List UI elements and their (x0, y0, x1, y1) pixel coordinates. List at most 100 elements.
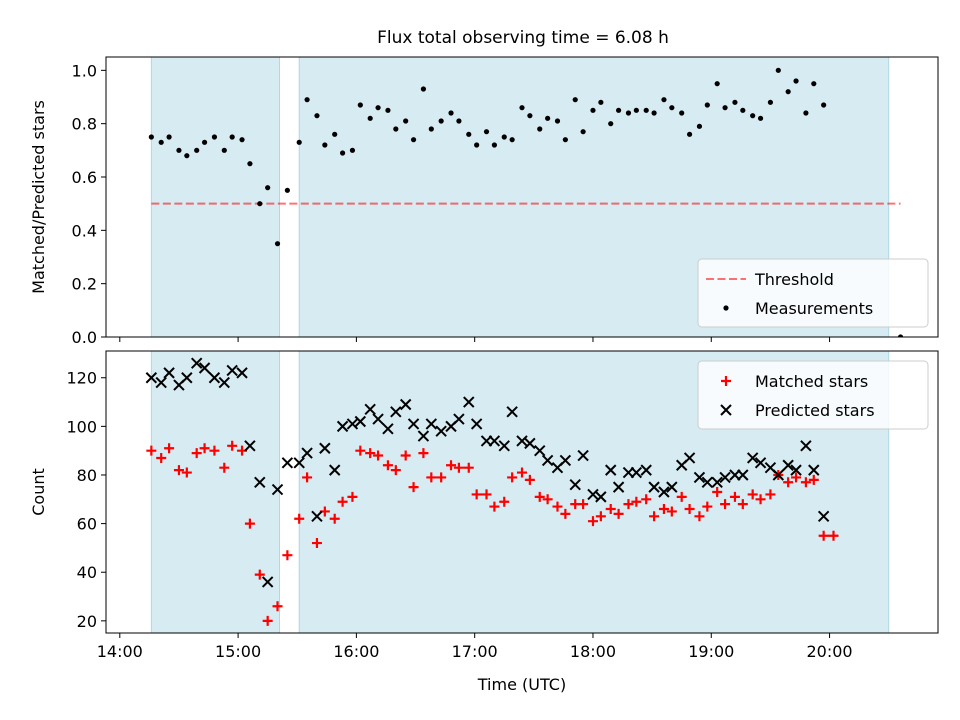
matched-stars-point (400, 450, 411, 461)
matched-stars-point (209, 445, 220, 456)
predicted-stars-point (808, 464, 820, 476)
predicted-stars-point (293, 457, 305, 469)
predicted-stars-point (346, 418, 359, 430)
matched-stars-point (227, 440, 238, 451)
y-tick-label: 80 (77, 466, 97, 485)
measurement-point (357, 102, 363, 108)
measurement-point (661, 97, 667, 103)
measurement-point (221, 147, 227, 153)
measurement-point (590, 107, 596, 113)
measurement-point (714, 81, 720, 87)
measurement-point (793, 78, 799, 84)
predicted-stars-point (145, 372, 158, 384)
top-panel: 0.0 0.2 0.4 0.6 0.8 1.0 Matched/Predicted star… (29, 56, 939, 347)
predicted-stars-point (453, 413, 465, 425)
predicted-stars-point (569, 478, 581, 491)
measurement-point (527, 113, 533, 119)
measurement-point (616, 107, 622, 113)
matched-stars-point (390, 465, 401, 476)
matched-stars-point (755, 494, 766, 505)
measurement-point (625, 110, 632, 116)
predicted-stars-point (817, 510, 830, 523)
predicted-stars-point (218, 376, 231, 389)
x-tick-label: 15:00 (215, 642, 261, 661)
y-tick-label: 1.0 (72, 61, 97, 80)
predicted-stars-point (336, 420, 349, 433)
predicted-stars-point (163, 367, 175, 379)
predicted-stars-point (683, 452, 696, 464)
predicted-stars-point (605, 464, 617, 476)
observing-interval-band (150, 56, 280, 338)
predicted-stars-point (577, 449, 589, 462)
matched-stars-point (453, 462, 464, 473)
legend-box (697, 258, 929, 328)
measurement-point (643, 107, 649, 113)
predicted-stars-point (612, 481, 625, 493)
y-tick-label: 120 (66, 369, 97, 388)
predicted-stars-point (435, 425, 447, 437)
matched-stars-point (694, 511, 705, 522)
predicted-stars-point (301, 447, 313, 459)
legend-entry-label: Measurements (755, 299, 873, 318)
predicted-stars-point (311, 510, 323, 523)
y-tick-label: 0.0 (72, 328, 97, 347)
measurement-point (420, 86, 427, 92)
measurement-point (545, 115, 551, 121)
y-axis-label: Matched/Predicted stars (29, 100, 48, 294)
measurement-point (375, 105, 381, 111)
matched-stars-point (524, 474, 535, 485)
measurement-point (176, 147, 182, 153)
measurement-point (537, 126, 543, 132)
matched-stars-point (534, 491, 545, 502)
predicted-stars-point (328, 464, 341, 476)
measurement-point (428, 126, 434, 132)
predicted-stars-point (281, 457, 294, 469)
y-tick-label: 60 (77, 515, 97, 534)
x-tick-label: 18:00 (570, 642, 616, 661)
legend-matched-swatch (721, 376, 731, 386)
predicted-stars-point (640, 464, 652, 476)
predicted-stars-point (198, 362, 211, 374)
measurement-point (184, 153, 190, 159)
matched-stars-point (436, 472, 447, 483)
measurement-point (385, 107, 391, 113)
measurement-point (410, 137, 417, 143)
predicted-stars-point (719, 471, 731, 484)
measurement-point (732, 99, 738, 105)
predicted-stars-point (782, 459, 794, 471)
measurement-point (651, 110, 657, 116)
matched-stars-point (747, 489, 758, 500)
predicted-stars-point (516, 435, 528, 447)
legend: Threshold Measurements (697, 258, 929, 328)
matched-stars-point (373, 450, 384, 461)
matched-stars-point (808, 474, 819, 485)
predicted-stars-point (425, 418, 438, 430)
axes-frame (105, 56, 939, 338)
matched-stars-point (783, 477, 794, 488)
predicted-stars-point (261, 576, 274, 588)
measurement-point (332, 131, 338, 137)
predicted-stars-point (648, 481, 660, 493)
matched-stars-point (302, 472, 313, 483)
y-tick-label: 0.6 (72, 168, 97, 187)
matched-stars-point (181, 467, 192, 478)
measurement-point (519, 105, 525, 111)
measurement-point (554, 118, 561, 124)
marks-layer (148, 67, 904, 337)
matched-stars-point (641, 494, 652, 505)
measurement-point (229, 134, 235, 140)
matched-stars-point (702, 501, 713, 512)
predicted-stars-point (488, 435, 501, 447)
measurement-point (265, 185, 271, 191)
matched-stars-point (365, 448, 376, 459)
predicted-stars-point (658, 486, 670, 498)
matched-stars-point (337, 496, 348, 507)
matched-stars-point (329, 513, 340, 524)
measurement-point (633, 107, 639, 113)
matched-stars-point (254, 569, 265, 580)
matched-stars-point (623, 499, 634, 510)
measurement-point (304, 97, 310, 103)
predicted-stars-point (711, 476, 723, 488)
measurement-point (239, 137, 245, 143)
measurement-point (322, 142, 328, 148)
